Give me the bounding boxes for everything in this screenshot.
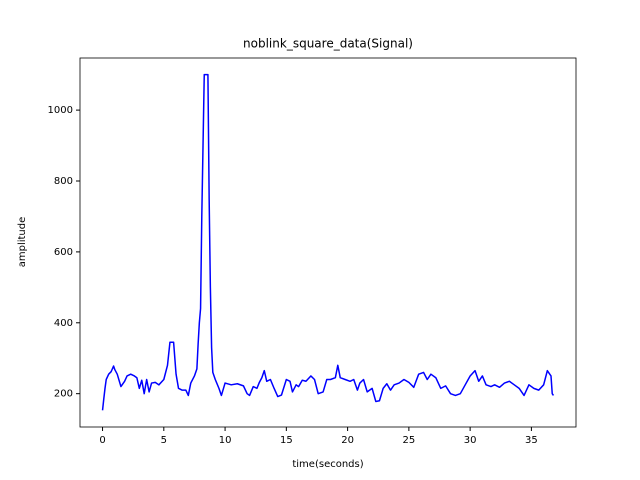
- y-tick-label: 600: [54, 247, 73, 258]
- x-tick-label: 5: [161, 435, 167, 446]
- y-tick-label: 1000: [48, 105, 73, 116]
- y-tick-label: 400: [54, 318, 73, 329]
- plot-frame: [79, 57, 577, 428]
- y-tick-label: 800: [54, 176, 73, 187]
- chart-title: noblink_square_data(Signal): [243, 37, 413, 51]
- y-tick-label: 200: [54, 389, 73, 400]
- x-tick-label: 0: [99, 435, 105, 446]
- signal-line: [101, 73, 555, 411]
- x-tick-label: 15: [280, 435, 293, 446]
- x-tick-label: 25: [403, 435, 416, 446]
- y-axis-label: amplitude: [17, 217, 28, 268]
- x-tick-label: 10: [219, 435, 232, 446]
- x-tick-label: 35: [525, 435, 538, 446]
- x-tick-label: 20: [341, 435, 354, 446]
- x-tick-label: 30: [464, 435, 477, 446]
- x-axis-label: time(seconds): [292, 459, 363, 470]
